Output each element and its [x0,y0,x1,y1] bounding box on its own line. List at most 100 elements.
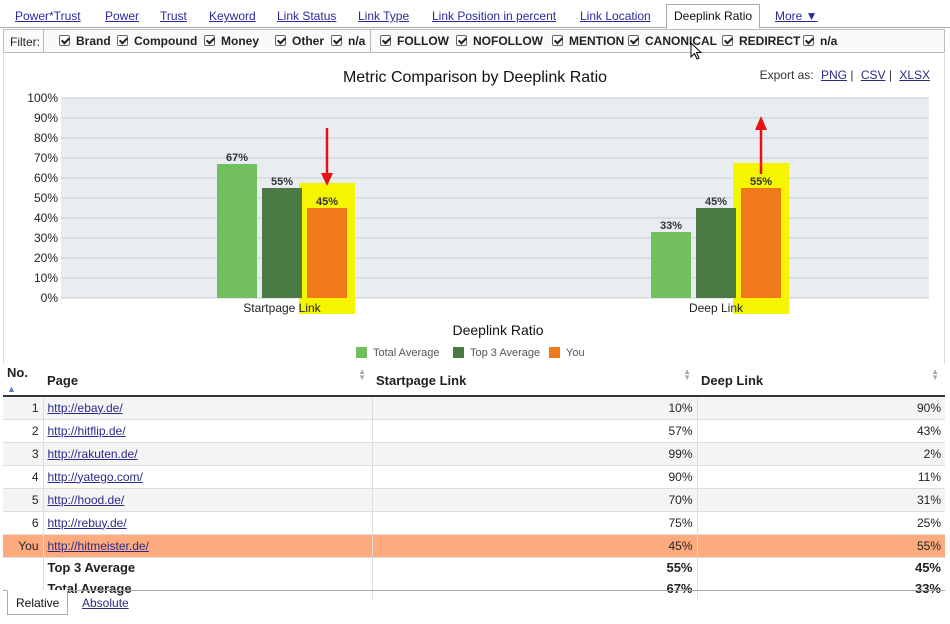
y-tick-label: 50% [34,191,58,205]
table-row: 4 http://yatego.com/90% 11% [3,465,945,489]
summary-startpage: 55% [372,556,698,578]
deep-value: 25% [697,511,945,535]
bar-you [307,208,347,298]
sort-icon: ▲ ▼ [931,367,939,382]
export-separator: | [850,68,854,82]
data-label: 67% [226,152,248,164]
page-cell: http://rebuy.de/ [43,511,373,535]
filter-label: NOFOLLOW [473,34,543,48]
page-cell: http://hood.de/ [43,488,373,512]
filter-label: Brand [76,34,111,48]
filter-nofollow[interactable]: NOFOLLOW [456,34,543,48]
checkbox-checked-icon[interactable] [275,35,286,46]
checkbox-checked-icon[interactable] [59,35,70,46]
metric-tabs: Power*Trust Power Trust Keyword Link Status L… [0,0,950,29]
filter-money[interactable]: Money [204,34,259,48]
column-header-page[interactable]: Page ▲ ▼ [43,365,372,397]
tab-trust[interactable]: Trust [160,9,187,23]
tab-keyword[interactable]: Keyword [209,9,256,23]
table-row: 6 http://rebuy.de/75% 25% [3,511,945,535]
startpage-value: 99% [372,442,698,466]
page-link[interactable]: http://rebuy.de/ [47,515,127,530]
tab-absolute[interactable]: Absolute [82,596,129,610]
bar-top-3-average [696,208,736,298]
sort-asc-icon: ▲ [7,384,16,394]
checkbox-checked-icon[interactable] [331,35,342,46]
summary-row: Top 3 Average 55% 45% [3,556,945,578]
page-link[interactable]: http://hood.de/ [47,492,125,507]
page-link[interactable]: http://yatego.com/ [47,469,143,484]
legend-swatch [549,347,560,358]
y-tick-label: 70% [34,151,58,165]
tab-link-type[interactable]: Link Type [358,9,410,23]
filter-label: Compound [134,34,198,48]
tab-link-status[interactable]: Link Status [277,9,337,23]
checkbox-checked-icon[interactable] [456,35,467,46]
checkbox-checked-icon[interactable] [722,35,733,46]
export-png-link[interactable]: PNG [820,68,847,82]
column-header-no[interactable]: No. ▲ [3,365,43,397]
deep-value: 43% [697,419,945,443]
page-link[interactable]: http://hitmeister.de/ [47,538,149,553]
table-row: 1 http://ebay.de/10% 90% [3,396,945,420]
table-row-you: You http://hitmeister.de/45% 55% [3,534,945,558]
filter-divider [370,30,371,52]
chart-title: Metric Comparison by Deeplink Ratio [342,69,608,86]
filter-follow[interactable]: FOLLOW [380,34,449,48]
tab-power-trust[interactable]: Power*Trust [15,9,81,23]
filter-mention[interactable]: MENTION [552,34,624,48]
filter-canonical[interactable]: CANONICAL [628,34,717,48]
checkbox-checked-icon[interactable] [380,35,391,46]
x-tick-label: Startpage Link [243,301,321,315]
column-header-deep-label: Deep Link [701,372,764,388]
y-tick-label: 40% [34,211,58,225]
column-header-deep[interactable]: Deep Link ▲ ▼ [697,365,945,397]
y-tick-label: 60% [34,171,58,185]
checkbox-checked-icon[interactable] [552,35,563,46]
tab-power[interactable]: Power [105,9,140,23]
startpage-value: 10% [372,396,698,420]
bar-you [741,188,781,298]
y-tick-label: 80% [34,131,58,145]
filter-redirect[interactable]: REDIRECT [722,34,800,48]
export-options: Export as: PNG | CSV | XLSX [760,68,930,82]
row-number: You [3,534,44,558]
row-number: 1 [3,396,44,420]
page-link[interactable]: http://ebay.de/ [47,400,123,415]
page-cell: http://hitflip.de/ [43,419,373,443]
filter-other[interactable]: Other [275,34,324,48]
summary-label: Total Average [43,578,373,599]
export-separator: | [888,68,892,82]
y-tick-label: 20% [34,251,58,265]
mouse-cursor-icon [690,42,703,60]
filter-brand[interactable]: Brand [59,34,111,48]
filter-label: MENTION [569,34,625,48]
filter-n-a[interactable]: n/a [803,34,837,48]
tab-relative[interactable]: Relative [7,590,69,615]
tab-deeplink-ratio[interactable]: Deeplink Ratio [666,4,761,29]
filter-compound[interactable]: Compound [117,34,197,48]
data-label: 45% [316,196,338,208]
filter-n-a[interactable]: n/a [331,34,365,48]
checkbox-checked-icon[interactable] [204,35,215,46]
tab-more[interactable]: More ▼ [775,9,818,23]
checkbox-checked-icon[interactable] [803,35,814,46]
export-csv-link[interactable]: CSV [860,68,886,82]
column-header-page-label: Page [47,372,79,388]
filter-label: Money [221,34,260,48]
column-header-startpage[interactable]: Startpage Link ▲ ▼ [372,365,697,397]
startpage-value: 90% [372,465,698,489]
view-mode-tabs: Relative Absolute [3,590,945,618]
filter-label: Filter: [10,35,40,49]
tab-link-location[interactable]: Link Location [580,9,651,23]
data-label: 55% [271,176,293,188]
startpage-value: 70% [372,488,698,512]
checkbox-checked-icon[interactable] [628,35,639,46]
page-link[interactable]: http://hitflip.de/ [47,423,126,438]
export-xlsx-link[interactable]: XLSX [899,68,930,82]
y-tick-label: 10% [34,271,58,285]
tab-link-position-in-percent[interactable]: Link Position in percent [432,9,557,23]
checkbox-checked-icon[interactable] [117,35,128,46]
column-header-startpage-label: Startpage Link [376,372,467,388]
page-link[interactable]: http://rakuten.de/ [47,446,138,461]
